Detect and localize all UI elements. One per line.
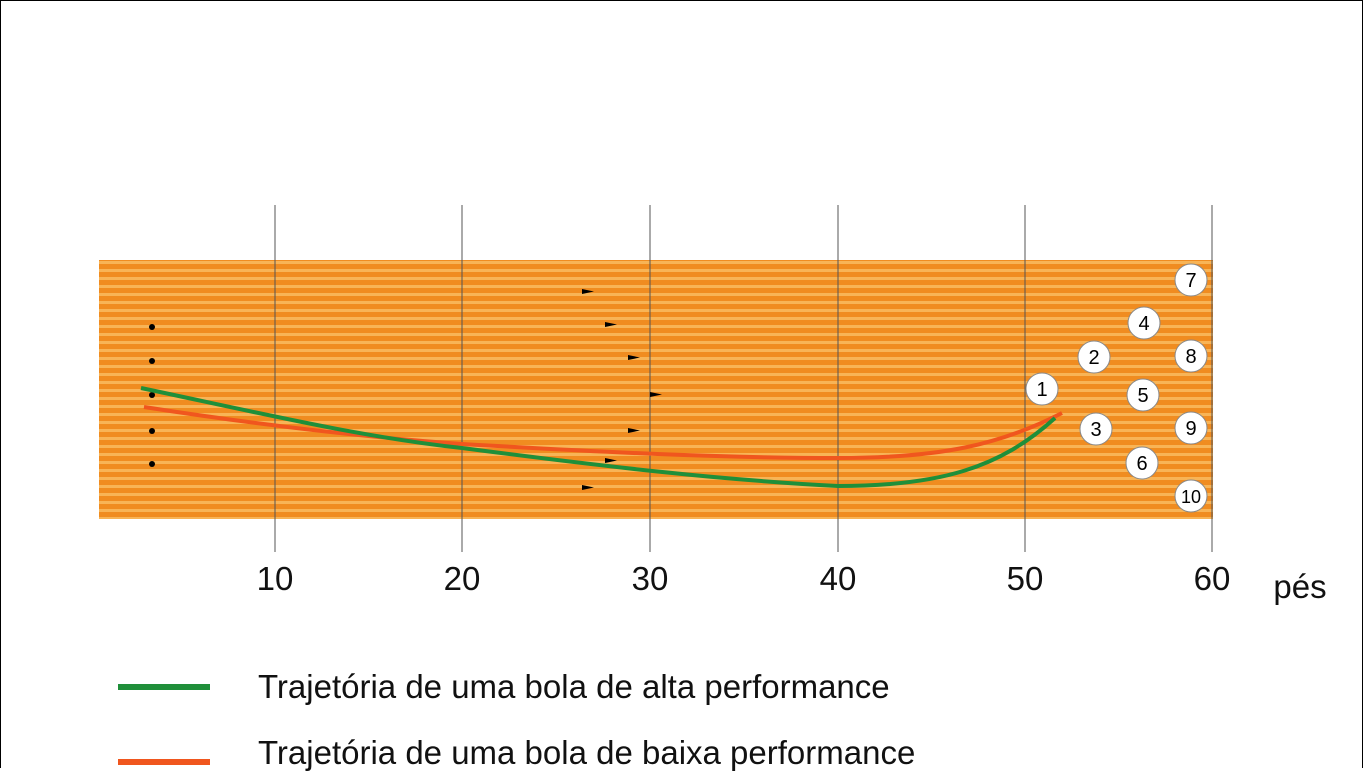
low-performance-trajectory	[143, 405, 1063, 461]
pin-label: 1	[1036, 379, 1047, 401]
pin-7	[1174, 263, 1208, 297]
approach-dot	[149, 392, 155, 398]
high-performance-trajectory	[140, 386, 1057, 489]
target-arrows	[582, 289, 662, 490]
pin-1	[1025, 372, 1059, 406]
pin-label: 4	[1138, 313, 1149, 335]
pin-9	[1174, 411, 1208, 445]
pins	[1025, 263, 1208, 513]
approach-dot	[149, 428, 155, 434]
legend-swatch-orange	[118, 759, 210, 765]
pin-4	[1127, 306, 1161, 340]
x-tick-label: 30	[632, 560, 669, 597]
pin-label: 9	[1185, 418, 1196, 440]
pin-6	[1125, 446, 1159, 480]
pin-3	[1079, 412, 1113, 446]
pin-label: 8	[1185, 346, 1196, 368]
target-arrow	[605, 458, 617, 463]
approach-dots	[149, 324, 155, 467]
legend-label: Trajetória de uma bola de baixa performa…	[258, 734, 916, 771]
pin-label: 3	[1090, 419, 1101, 441]
x-tick-label: 40	[820, 560, 857, 597]
legend-swatch-green	[118, 684, 210, 690]
x-tick-label: 50	[1007, 560, 1044, 597]
pin-5	[1126, 378, 1160, 412]
target-arrow	[582, 485, 594, 490]
target-arrow	[582, 289, 594, 294]
pin-2	[1077, 340, 1111, 374]
pin-label: 2	[1088, 347, 1099, 369]
x-tick-label: 20	[444, 560, 481, 597]
pin-10	[1174, 479, 1208, 513]
pin-label: 5	[1137, 385, 1148, 407]
approach-dot	[149, 358, 155, 364]
target-arrow	[650, 392, 662, 397]
legend-label: Trajetória de uma bola de alta performan…	[258, 668, 890, 705]
approach-dot	[149, 461, 155, 467]
gridlines	[274, 205, 1213, 552]
target-arrow	[628, 428, 640, 433]
pin-8	[1174, 339, 1208, 373]
x-tick-label: 10	[257, 560, 294, 597]
target-arrow	[628, 355, 640, 360]
target-arrow	[605, 322, 617, 327]
x-tick-label: 60	[1194, 560, 1231, 597]
pin-label: 7	[1185, 270, 1196, 292]
pin-label: 6	[1136, 453, 1147, 475]
pin-label: 10	[1181, 487, 1201, 507]
x-axis-unit: pés	[1273, 568, 1326, 605]
approach-dot	[149, 324, 155, 330]
